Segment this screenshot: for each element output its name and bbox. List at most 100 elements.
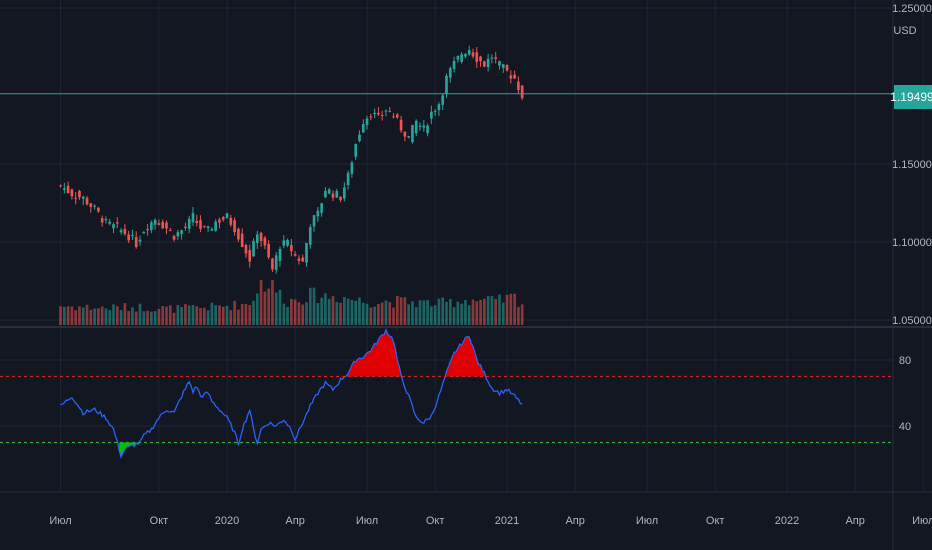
candle-body[interactable] xyxy=(433,110,437,112)
candle-body[interactable] xyxy=(308,227,312,245)
candle-body[interactable] xyxy=(377,112,380,115)
candle-body[interactable] xyxy=(324,190,327,198)
candle-body[interactable] xyxy=(100,218,104,223)
candle-body[interactable] xyxy=(361,124,365,133)
candle-body[interactable] xyxy=(456,56,460,60)
candle-body[interactable] xyxy=(388,110,392,112)
candle-body[interactable] xyxy=(255,234,259,244)
candle-body[interactable] xyxy=(312,215,316,227)
candle-body[interactable] xyxy=(282,240,286,246)
candle-body[interactable] xyxy=(483,61,486,67)
candle-body[interactable] xyxy=(81,196,85,199)
candle-body[interactable] xyxy=(233,220,236,233)
candle-body[interactable] xyxy=(248,250,252,262)
candle-body[interactable] xyxy=(278,248,282,261)
candle-body[interactable] xyxy=(115,222,119,224)
candle-body[interactable] xyxy=(206,226,210,229)
candle-body[interactable] xyxy=(172,235,176,240)
candle-body[interactable] xyxy=(407,136,410,138)
candle-body[interactable] xyxy=(399,119,403,131)
candle-body[interactable] xyxy=(395,114,399,118)
candle-body[interactable] xyxy=(210,229,214,231)
candle-body[interactable] xyxy=(464,54,467,57)
candle-body[interactable] xyxy=(66,185,70,194)
candle-body[interactable] xyxy=(365,118,369,125)
candle-body[interactable] xyxy=(119,230,123,233)
candle-body[interactable] xyxy=(354,144,358,157)
candle-body[interactable] xyxy=(448,68,452,78)
candle-body[interactable] xyxy=(430,111,433,119)
candle-body[interactable] xyxy=(350,162,354,174)
price-axis[interactable]: 1.25000 1.15000 1.10000 1.05000 xyxy=(892,3,932,327)
candle-body[interactable] xyxy=(320,203,323,213)
candle-body[interactable] xyxy=(165,222,168,229)
candle-body[interactable] xyxy=(150,222,153,231)
candle-body[interactable] xyxy=(218,219,221,223)
candle-body[interactable] xyxy=(460,54,463,62)
candle-body[interactable] xyxy=(403,131,407,137)
candle-body[interactable] xyxy=(146,229,149,231)
candle-body[interactable] xyxy=(157,223,161,225)
candle-body[interactable] xyxy=(97,207,100,212)
candle-body[interactable] xyxy=(380,114,384,116)
candle-body[interactable] xyxy=(384,110,388,112)
candle-body[interactable] xyxy=(74,197,78,199)
candle-body[interactable] xyxy=(517,81,520,90)
candle-body[interactable] xyxy=(108,221,112,224)
candle-body[interactable] xyxy=(168,230,172,232)
candle-body[interactable] xyxy=(301,257,305,262)
candle-body[interactable] xyxy=(411,125,414,143)
candle-body[interactable] xyxy=(418,125,422,127)
candle-body[interactable] xyxy=(199,220,202,229)
candle-body[interactable] xyxy=(471,52,475,57)
candle-body[interactable] xyxy=(422,125,426,128)
candle-body[interactable] xyxy=(339,196,342,201)
candle-body[interactable] xyxy=(335,191,339,198)
candle-body[interactable] xyxy=(104,219,108,221)
candle-body[interactable] xyxy=(195,221,199,224)
candle-body[interactable] xyxy=(131,235,134,237)
candle-body[interactable] xyxy=(327,189,331,194)
candle-body[interactable] xyxy=(229,217,233,225)
candlestick-series[interactable] xyxy=(59,45,524,274)
candle-body[interactable] xyxy=(134,236,138,248)
candle-body[interactable] xyxy=(290,244,293,252)
candle-body[interactable] xyxy=(414,120,418,134)
candle-body[interactable] xyxy=(445,75,448,94)
candle-body[interactable] xyxy=(343,187,346,199)
candle-body[interactable] xyxy=(184,226,187,228)
candle-body[interactable] xyxy=(392,116,395,118)
candle-body[interactable] xyxy=(358,134,361,142)
candle-body[interactable] xyxy=(221,217,225,220)
candle-body[interactable] xyxy=(180,230,183,234)
candle-body[interactable] xyxy=(252,240,255,257)
candle-body[interactable] xyxy=(244,245,248,254)
candle-body[interactable] xyxy=(191,213,195,223)
candle-body[interactable] xyxy=(498,61,501,66)
candle-body[interactable] xyxy=(240,233,244,248)
candle-body[interactable] xyxy=(176,232,180,237)
candle-body[interactable] xyxy=(486,58,490,68)
candle-body[interactable] xyxy=(475,52,479,62)
candle-body[interactable] xyxy=(452,61,456,69)
candle-body[interactable] xyxy=(479,56,482,62)
candle-body[interactable] xyxy=(127,234,130,241)
candle-body[interactable] xyxy=(331,193,335,198)
candle-body[interactable] xyxy=(187,218,191,229)
candle-body[interactable] xyxy=(161,221,165,229)
candle-body[interactable] xyxy=(263,237,267,246)
time-axis[interactable]: Июл Окт 2020 Апр Июл Окт 2021 Апр Июл Окт 2022 Апр И… xyxy=(49,515,932,527)
candle-body[interactable] xyxy=(373,112,376,114)
candle-body[interactable] xyxy=(70,189,74,197)
candle-body[interactable] xyxy=(214,221,218,231)
candle-body[interactable] xyxy=(346,172,350,186)
candle-body[interactable] xyxy=(441,95,445,105)
candle-body[interactable] xyxy=(271,258,274,270)
candle-body[interactable] xyxy=(467,50,471,55)
candle-body[interactable] xyxy=(237,228,240,240)
candle-body[interactable] xyxy=(369,116,373,118)
candle-body[interactable] xyxy=(225,213,229,218)
candle-body[interactable] xyxy=(520,85,524,99)
candle-body[interactable] xyxy=(305,242,308,263)
